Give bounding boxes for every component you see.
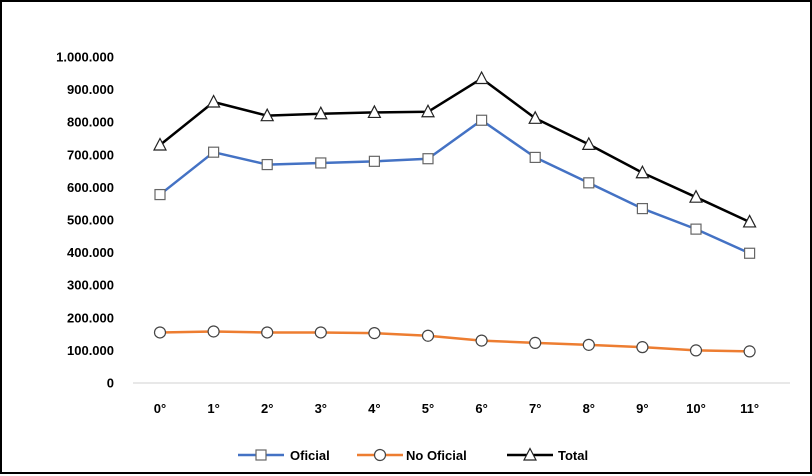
data-point-no-oficial	[368, 327, 381, 340]
data-point-no-oficial	[529, 336, 542, 350]
series-no-oficial	[153, 325, 756, 358]
series-layer	[153, 70, 757, 358]
data-point-total	[367, 104, 382, 119]
data-point-no-oficial	[689, 344, 703, 357]
data-point-no-oficial	[153, 326, 167, 339]
data-point-oficial	[743, 247, 756, 259]
x-tick-label: 1°	[207, 401, 219, 416]
legend-label-total: Total	[558, 448, 588, 463]
legend-marker-total	[523, 447, 537, 461]
data-point-oficial	[583, 177, 595, 189]
legend-label-no-oficial: No Oficial	[406, 448, 467, 463]
y-axis: 0 100.000 200.000 300.000 400.000 500.000 600.…	[56, 50, 114, 391]
data-point-total	[313, 105, 328, 120]
data-point-no-oficial	[636, 341, 649, 354]
data-point-oficial	[476, 114, 488, 126]
x-tick-label: 5°	[422, 401, 434, 416]
data-point-total	[421, 103, 435, 118]
legend-marker-no-oficial	[373, 448, 387, 462]
data-point-total	[742, 214, 757, 228]
x-tick-label: 3°	[315, 401, 327, 416]
data-point-total	[635, 164, 650, 179]
legend-marker-oficial	[255, 449, 267, 461]
x-axis: 0° 1° 2° 3° 4° 5° 6° 7° 8° 9° 10° 11°	[154, 401, 759, 416]
data-point-oficial	[315, 157, 327, 169]
x-tick-label: 2°	[261, 401, 273, 416]
data-point-no-oficial	[261, 326, 274, 339]
series-line-oficial	[159, 118, 751, 255]
data-point-total	[206, 94, 221, 108]
y-tick-label: 1.000.000	[56, 50, 114, 65]
x-tick-label: 9°	[636, 401, 648, 416]
data-point-oficial	[529, 151, 541, 164]
x-tick-label: 8°	[583, 401, 595, 416]
series-oficial	[154, 114, 756, 259]
data-point-total	[528, 110, 543, 124]
data-point-total	[260, 107, 275, 122]
data-point-oficial	[422, 153, 434, 165]
series-total	[153, 70, 757, 228]
legend-item-oficial: Oficial	[238, 448, 330, 463]
y-tick-label: 100.000	[67, 343, 114, 358]
data-point-no-oficial	[743, 345, 756, 358]
data-point-no-oficial	[475, 334, 488, 347]
data-point-no-oficial	[582, 338, 595, 351]
x-tick-label: 0°	[154, 401, 166, 416]
data-point-total	[153, 137, 167, 151]
series-line-no-oficial	[159, 330, 750, 353]
x-tick-label: 6°	[475, 401, 487, 416]
data-point-no-oficial	[314, 326, 327, 339]
y-tick-label: 800.000	[67, 115, 114, 130]
data-point-no-oficial	[421, 329, 435, 342]
data-point-total	[474, 70, 489, 85]
y-tick-label: 0	[107, 376, 114, 391]
y-tick-label: 900.000	[67, 82, 114, 97]
y-tick-label: 300.000	[67, 278, 114, 293]
legend-item-no-oficial: No Oficial	[357, 448, 467, 463]
legend: Oficial No Oficial Total	[238, 447, 588, 463]
legend-label-oficial: Oficial	[290, 448, 330, 463]
data-point-oficial	[208, 146, 220, 158]
data-point-total	[689, 189, 703, 203]
y-tick-label: 600.000	[67, 180, 114, 195]
x-tick-label: 11°	[740, 401, 759, 416]
x-tick-label: 10°	[686, 401, 706, 416]
y-tick-label: 500.000	[67, 213, 114, 228]
data-point-no-oficial	[207, 325, 220, 338]
data-point-oficial	[368, 155, 380, 167]
data-point-oficial	[261, 158, 273, 171]
data-point-oficial	[690, 223, 702, 235]
data-point-oficial	[636, 202, 649, 215]
y-tick-label: 400.000	[67, 245, 114, 260]
series-line-total	[159, 77, 751, 224]
legend-item-total: Total	[507, 447, 588, 463]
x-tick-label: 4°	[368, 401, 380, 416]
data-point-total	[581, 136, 596, 150]
y-tick-label: 200.000	[67, 310, 114, 325]
y-tick-label: 700.000	[67, 147, 114, 162]
data-point-oficial	[154, 188, 166, 201]
x-tick-label: 7°	[529, 401, 541, 416]
